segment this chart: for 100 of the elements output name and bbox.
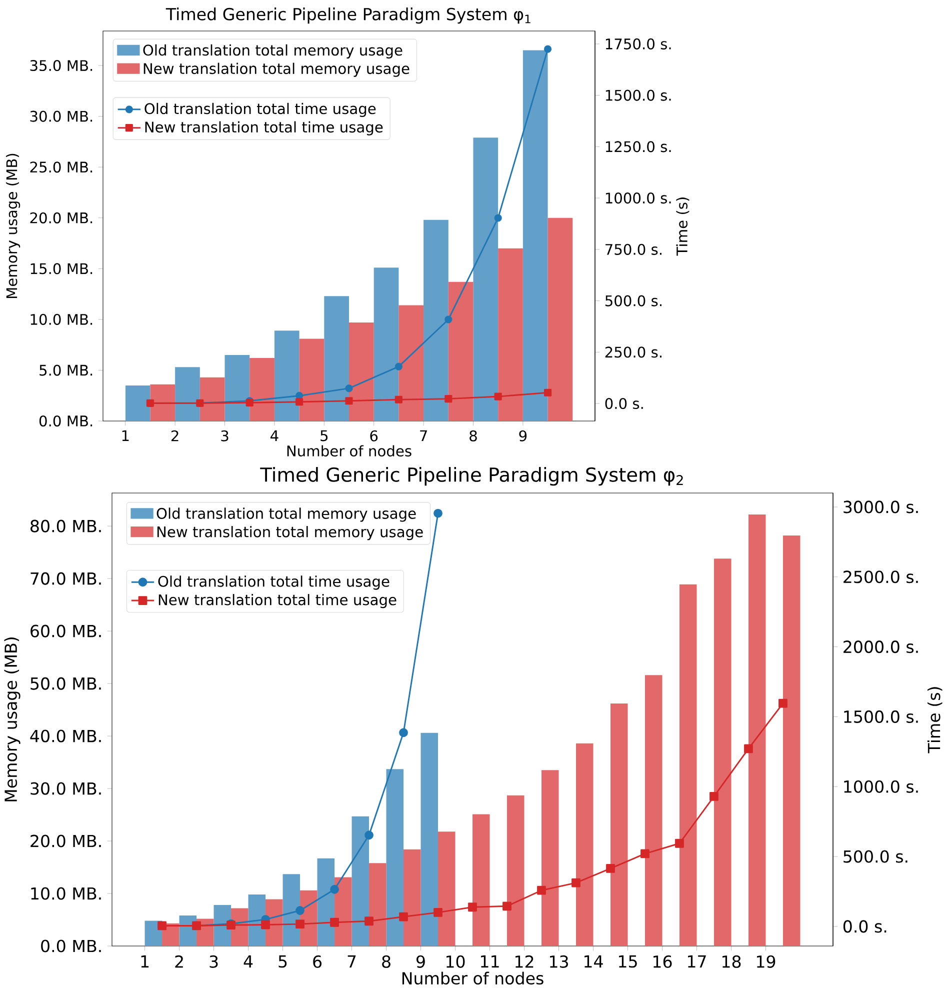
bar — [548, 218, 573, 421]
x-tick-label: 15 — [619, 955, 637, 968]
bar — [250, 358, 274, 421]
y2-tick-label: 500.0 s. — [605, 295, 662, 306]
point — [399, 728, 408, 738]
y2-tick-label: 1750.0 s. — [606, 38, 671, 50]
x-tick-label: 4 — [270, 430, 278, 441]
legend-label: Old translation total time usage — [144, 102, 376, 118]
x-tick-label: 9 — [519, 430, 527, 442]
bar — [438, 832, 456, 946]
y-tick-label: 70.0 MB. — [30, 572, 101, 585]
point — [572, 878, 580, 888]
bar — [374, 268, 399, 421]
point — [364, 830, 374, 840]
bar — [334, 877, 352, 946]
point — [444, 316, 452, 324]
legend-label: Old translation total memory usage — [143, 44, 402, 59]
bar — [352, 816, 370, 946]
y-tick-label: 10.0 MB. — [31, 887, 101, 900]
bar — [507, 795, 524, 946]
y2-tick-label: 0.0 s. — [843, 920, 886, 933]
point — [537, 886, 546, 895]
x-tick-label: 2 — [171, 430, 178, 442]
bar — [224, 354, 250, 421]
y2-tick-label: 750.0 s. — [606, 244, 662, 255]
x-tick-label: 1 — [141, 955, 149, 968]
point — [778, 698, 788, 708]
bar — [200, 377, 225, 421]
bar — [610, 703, 628, 946]
point — [394, 362, 402, 370]
y-axis-title: Memory usage (MB) — [4, 638, 20, 802]
x-tick-label: 11 — [481, 955, 499, 968]
x-axis-title: Number of nodes — [287, 445, 412, 457]
x-tick-label: 3 — [221, 430, 228, 442]
legend-label: New translation total memory usage — [144, 62, 410, 77]
bar — [398, 305, 424, 421]
y2-tick-label: 500.0 s. — [844, 850, 908, 863]
point — [494, 392, 502, 400]
x-tick-label: 6 — [313, 955, 322, 968]
legend-label: Old translation total memory usage — [156, 508, 416, 522]
x-tick-label: 14 — [584, 955, 603, 968]
y2-axis-title: Time (s) — [927, 687, 942, 754]
bar — [420, 732, 438, 946]
y-tick-label: 25.0 MB. — [30, 162, 92, 173]
x-tick-label: 2 — [175, 955, 183, 968]
x-tick-label: 10 — [446, 955, 465, 968]
x-tick-label: 4 — [244, 955, 253, 968]
bar — [348, 322, 374, 421]
point — [330, 918, 339, 927]
chart-title: Timed Generic Pipeline Paradigm System φ$_{1}$ — [166, 8, 530, 24]
y2-tick-label: 1000.0 s. — [606, 192, 671, 204]
legend-label: New translation total time usage — [158, 594, 396, 608]
y2-tick-label: 250.0 s. — [605, 346, 662, 358]
point — [710, 792, 718, 801]
bar — [299, 338, 324, 421]
bar — [498, 248, 523, 421]
x-tick-label: 18 — [722, 955, 741, 968]
bar — [317, 858, 335, 946]
bar — [448, 282, 474, 421]
point — [394, 396, 402, 404]
bar — [386, 769, 404, 946]
bar — [782, 536, 800, 946]
y-tick-label: 30.0 MB. — [30, 782, 101, 795]
y2-tick-label: 1250.0 s. — [606, 141, 671, 152]
point — [444, 395, 452, 403]
point — [345, 397, 353, 405]
x-tick-label: 7 — [420, 430, 427, 441]
point — [261, 920, 270, 930]
point — [296, 906, 304, 915]
legend-label: Old translation total time usage — [158, 576, 390, 590]
bar — [282, 874, 300, 946]
y-tick-label: 35.0 MB. — [30, 60, 92, 72]
bar — [576, 743, 594, 946]
point — [434, 908, 442, 917]
y-tick-label: 80.0 MB. — [30, 520, 101, 532]
y-tick-label: 20.0 MB. — [30, 834, 101, 848]
x-tick-label: 12 — [516, 955, 534, 968]
y2-tick-label: 1500.0 s. — [844, 710, 918, 723]
bar — [424, 220, 448, 421]
point — [434, 508, 442, 518]
point — [544, 45, 552, 53]
y2-tick-label: 2500.0 s. — [844, 570, 918, 584]
x-tick-label: 17 — [688, 955, 706, 968]
y-tick-label: 40.0 MB. — [30, 730, 101, 742]
y2-tick-label: 3000.0 s. — [844, 500, 918, 514]
y2-axis-title: Time (s) — [676, 198, 690, 256]
point — [468, 902, 477, 912]
bar — [150, 384, 176, 421]
x-tick-label: 19 — [757, 955, 776, 968]
y-tick-label: 15.0 MB. — [30, 263, 92, 274]
bar — [473, 138, 498, 421]
bar — [522, 50, 548, 421]
x-tick-label: 9 — [416, 955, 425, 968]
y2-tick-label: 1500.0 s. — [606, 90, 671, 101]
point — [502, 902, 512, 911]
x-tick-label: 8 — [470, 430, 477, 442]
x-tick-label: 5 — [320, 430, 328, 442]
point — [744, 744, 753, 754]
point — [675, 838, 684, 848]
y-tick-label: 5.0 MB. — [40, 364, 92, 376]
